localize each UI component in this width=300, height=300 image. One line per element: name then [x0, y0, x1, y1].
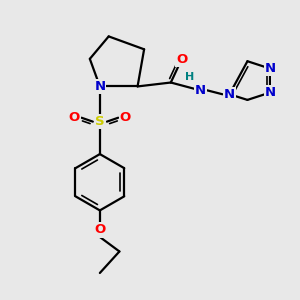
Text: N: N: [94, 80, 105, 93]
Text: O: O: [69, 111, 80, 124]
Text: O: O: [94, 224, 106, 236]
Text: H: H: [184, 72, 194, 82]
Text: N: N: [224, 88, 235, 101]
Text: O: O: [120, 111, 131, 124]
Text: O: O: [176, 52, 188, 66]
Text: S: S: [95, 115, 105, 128]
Text: N: N: [265, 62, 276, 75]
Text: N: N: [265, 86, 276, 99]
Text: N: N: [195, 84, 206, 97]
